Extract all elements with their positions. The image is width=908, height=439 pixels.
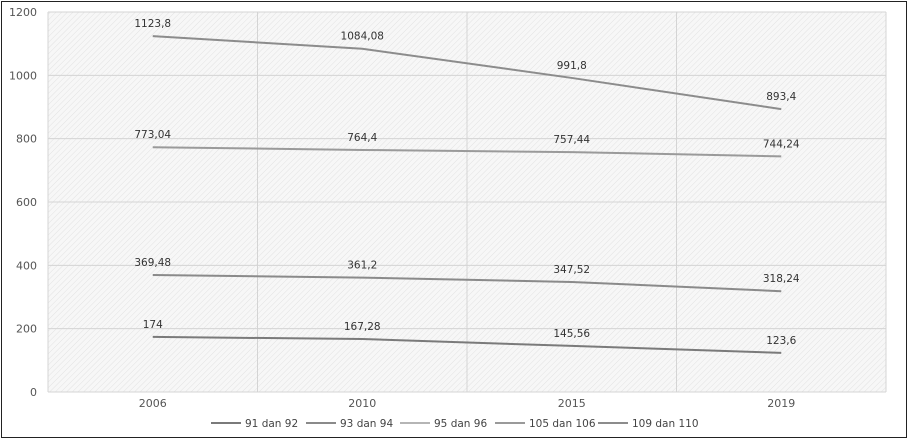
data-label: 893,4 [766, 91, 796, 103]
data-label: 369,48 [134, 257, 171, 269]
x-tick-label: 2019 [767, 397, 795, 410]
data-label: 123,6 [766, 335, 796, 347]
y-tick-label: 600 [16, 196, 37, 209]
grid-lines [47, 11, 887, 393]
y-tick-label: 800 [16, 133, 37, 146]
x-tick-label: 2015 [558, 397, 586, 410]
y-tick-label: 0 [30, 386, 37, 399]
y-tick-label: 1200 [9, 6, 37, 19]
x-tick-label: 2006 [139, 397, 167, 410]
data-label: 1084,08 [341, 31, 384, 43]
data-label: 764,4 [347, 132, 377, 144]
data-label: 744,24 [763, 138, 800, 150]
legend: 91 dan 92 93 dan 94 95 dan 96 105 dan 106 10… [211, 418, 699, 430]
data-label: 361,2 [347, 260, 377, 272]
data-label: 991,8 [557, 60, 587, 72]
data-label: 174 [143, 319, 163, 331]
data-label: 347,52 [553, 264, 590, 276]
y-tick-label: 1000 [9, 69, 37, 82]
x-axis-ticks: 2006 2010 2015 2019 [139, 397, 796, 410]
series-line-4 [152, 35, 782, 111]
data-label: 145,56 [553, 328, 590, 340]
y-tick-label: 200 [16, 323, 37, 336]
legend-label: 109 dan 110 [632, 418, 699, 430]
data-label: 318,24 [763, 273, 800, 285]
data-label: 773,04 [134, 129, 171, 141]
data-label: 757,44 [553, 134, 590, 146]
y-axis-ticks: 0 200 400 600 800 1000 1200 [9, 6, 37, 399]
data-labels: 174 167,28 145,56 123,6 369,48 361,2 347,52 318… [134, 18, 800, 347]
series-line-3 [152, 146, 782, 158]
series-line-1 [152, 273, 782, 293]
y-tick-label: 400 [16, 259, 37, 272]
legend-label: 95 dan 96 [434, 418, 487, 430]
series-lines [152, 35, 782, 354]
legend-label: 91 dan 92 [245, 418, 298, 430]
legend-label: 93 dan 94 [340, 418, 393, 430]
x-tick-label: 2010 [348, 397, 376, 410]
legend-label: 105 dan 106 [529, 418, 596, 430]
data-label: 1123,8 [134, 18, 171, 30]
data-label: 167,28 [344, 321, 381, 333]
series-line-0 [152, 335, 782, 354]
